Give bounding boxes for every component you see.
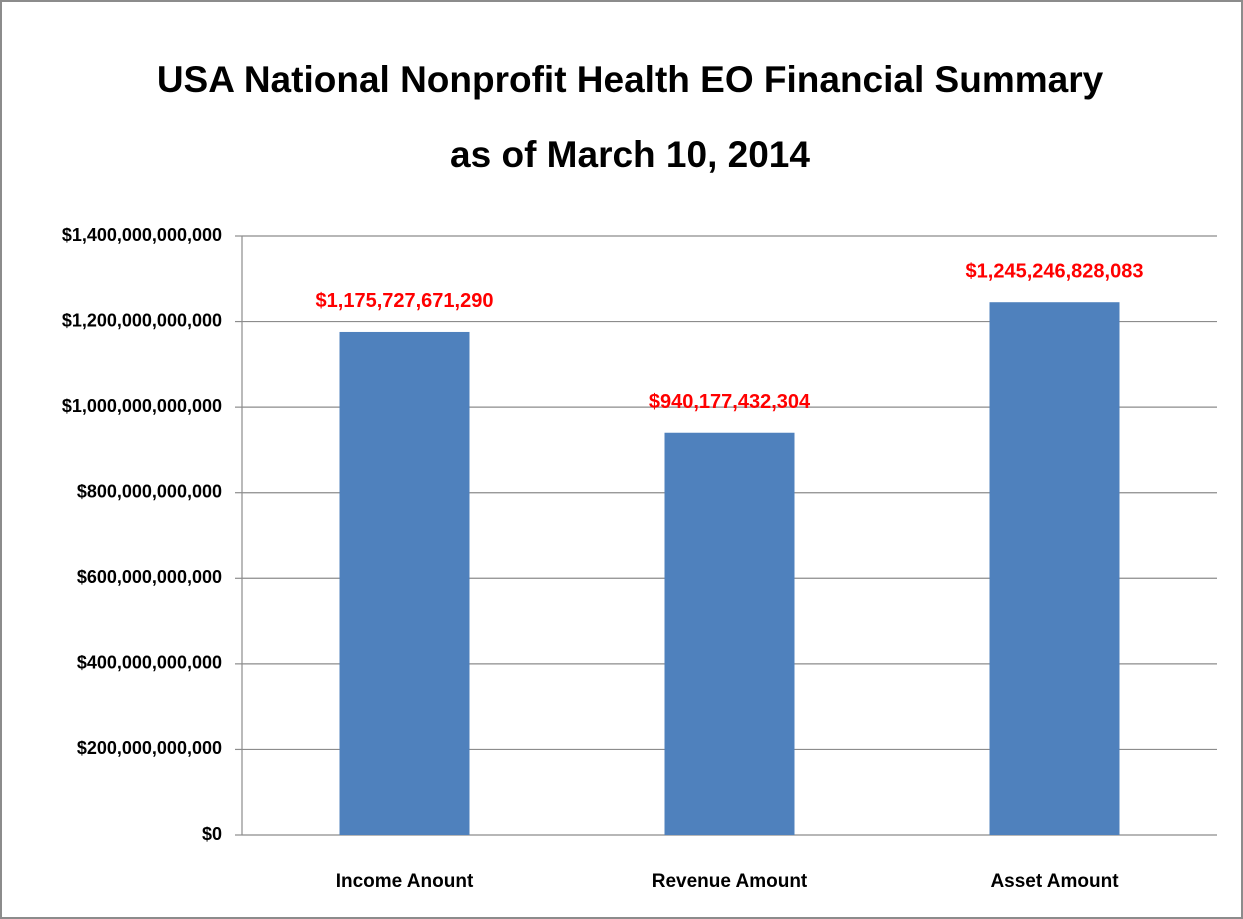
data-label: $1,245,246,828,083 bbox=[966, 260, 1144, 282]
y-tick-label: $0 bbox=[202, 824, 222, 844]
y-tick-label: $1,000,000,000,000 bbox=[62, 396, 222, 416]
y-tick-label: $1,200,000,000,000 bbox=[62, 310, 222, 330]
x-tick-label: Income Anount bbox=[336, 871, 474, 892]
data-label: $940,177,432,304 bbox=[649, 391, 811, 413]
y-tick-label: $800,000,000,000 bbox=[77, 481, 222, 501]
x-tick-label: Revenue Amount bbox=[652, 871, 808, 892]
chart-title: as of March 10, 2014 bbox=[450, 134, 810, 175]
bar bbox=[664, 432, 795, 835]
y-tick-label: $400,000,000,000 bbox=[77, 653, 222, 673]
y-tick-label: $200,000,000,000 bbox=[77, 738, 222, 758]
chart-title: USA National Nonprofit Health EO Financi… bbox=[157, 59, 1104, 100]
bar bbox=[339, 331, 470, 835]
y-tick-label: $600,000,000,000 bbox=[77, 567, 222, 587]
data-label: $1,175,727,671,290 bbox=[316, 290, 494, 312]
x-tick-label: Asset Amount bbox=[990, 871, 1119, 892]
bar bbox=[989, 302, 1120, 835]
y-tick-label: $1,400,000,000,000 bbox=[62, 225, 222, 245]
